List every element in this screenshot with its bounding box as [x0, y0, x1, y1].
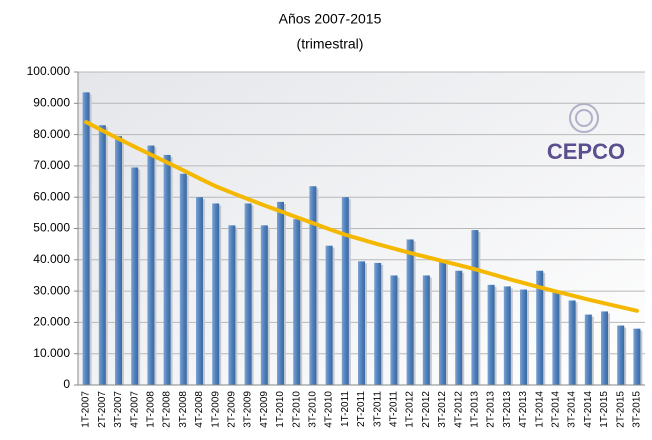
- subtitle: Años 2007-2015: [279, 11, 382, 27]
- x-tick-label: 4T-2010: [324, 391, 335, 428]
- x-tick-label: 4T-2007: [129, 391, 140, 428]
- x-tick-label: 1T-2012: [405, 391, 416, 428]
- x-tick-label: 1T-2013: [470, 391, 481, 428]
- y-tick-label: 90.000: [33, 95, 70, 109]
- x-tick-label: 1T-2008: [146, 391, 157, 428]
- x-tick-label: 1T-2014: [534, 391, 545, 428]
- x-tick-label: 1T-2015: [599, 391, 610, 428]
- y-tick-label: 0: [63, 377, 70, 391]
- x-tick-label: 2T-2010: [291, 391, 302, 428]
- bar: [115, 136, 122, 385]
- x-tick-label: 3T-2014: [567, 391, 578, 428]
- bar: [325, 245, 333, 385]
- x-tick-label: 4T-2009: [259, 391, 270, 428]
- bar: [358, 261, 365, 385]
- y-tick-label: 60.000: [33, 189, 70, 203]
- bar: [520, 289, 527, 385]
- x-tick-label: 3T-2009: [243, 391, 254, 428]
- bar: [196, 197, 203, 385]
- y-tick-label: 100.000: [27, 64, 71, 78]
- bar: [471, 230, 479, 385]
- x-tick-label: 1T-2009: [210, 391, 221, 428]
- bar: [341, 197, 349, 385]
- x-tick-label: 2T-2009: [227, 391, 238, 428]
- y-tick-label: 70.000: [33, 158, 70, 172]
- bar: [293, 219, 301, 385]
- bar: [601, 311, 608, 385]
- bar: [98, 125, 106, 386]
- x-tick-label: 4T-2008: [194, 391, 205, 428]
- bar: [179, 173, 187, 385]
- x-tick-label: 4T-2013: [518, 391, 529, 428]
- x-tick-label: 2T-2014: [551, 391, 562, 428]
- bar: [260, 225, 268, 385]
- bar: [422, 275, 430, 385]
- y-tick-label: 20.000: [33, 315, 70, 329]
- bar: [439, 261, 446, 385]
- bar: [309, 186, 317, 385]
- x-tick-label: 3T-2013: [502, 391, 513, 428]
- x-tick-label: 1T-2007: [81, 391, 92, 428]
- bar: [617, 325, 625, 385]
- bar: [633, 328, 641, 385]
- x-tick-label: 2T-2013: [486, 391, 497, 428]
- bar: [455, 270, 463, 385]
- y-tick-label: 30.000: [33, 283, 70, 297]
- logo-text: CEPCO: [547, 139, 625, 164]
- subtitle: (trimestral): [297, 36, 364, 52]
- bar: [406, 239, 414, 385]
- bar: [584, 314, 592, 385]
- logo: CEPCO: [547, 103, 625, 164]
- x-tick-label: 1T-2011: [340, 391, 351, 427]
- x-tick-label: 2T-2012: [421, 391, 432, 428]
- x-tick-label: 3T-2007: [113, 391, 124, 428]
- x-tick-label: 1T-2010: [275, 391, 286, 428]
- bar: [552, 291, 560, 385]
- x-tick-label: 3T-2011: [372, 391, 383, 427]
- bar: [82, 92, 90, 385]
- x-tick-label: 4T-2011: [389, 391, 400, 427]
- bar: [390, 275, 398, 385]
- bar: [374, 262, 382, 385]
- x-tick-label: 3T-2015: [632, 391, 643, 428]
- y-tick-label: 50.000: [33, 221, 70, 235]
- bar: [568, 300, 576, 385]
- bar: [487, 284, 495, 385]
- x-tick-label: 3T-2010: [308, 391, 319, 428]
- bar: [277, 201, 284, 385]
- bar: [503, 286, 511, 385]
- x-tick-label: 2T-2015: [615, 391, 626, 428]
- bar: [228, 225, 236, 385]
- x-tick-label: 4T-2012: [453, 391, 464, 428]
- y-tick-label: 40.000: [33, 252, 70, 266]
- bar: [212, 203, 220, 385]
- bar: [244, 203, 252, 385]
- bar: [131, 167, 139, 385]
- trend-line: [84, 120, 639, 313]
- x-tick-label: 3T-2008: [178, 391, 189, 428]
- x-tick-label: 3T-2012: [437, 391, 448, 428]
- y-tick-label: 10.000: [33, 346, 70, 360]
- x-tick-label: 2T-2011: [356, 391, 367, 427]
- y-tick-label: 80.000: [33, 127, 70, 141]
- x-tick-label: 2T-2007: [97, 391, 108, 428]
- x-tick-label: 4T-2014: [583, 391, 594, 428]
- bar: [147, 145, 155, 385]
- bar: [536, 270, 544, 385]
- bar: [163, 154, 171, 385]
- x-tick-label: 2T-2008: [162, 391, 173, 428]
